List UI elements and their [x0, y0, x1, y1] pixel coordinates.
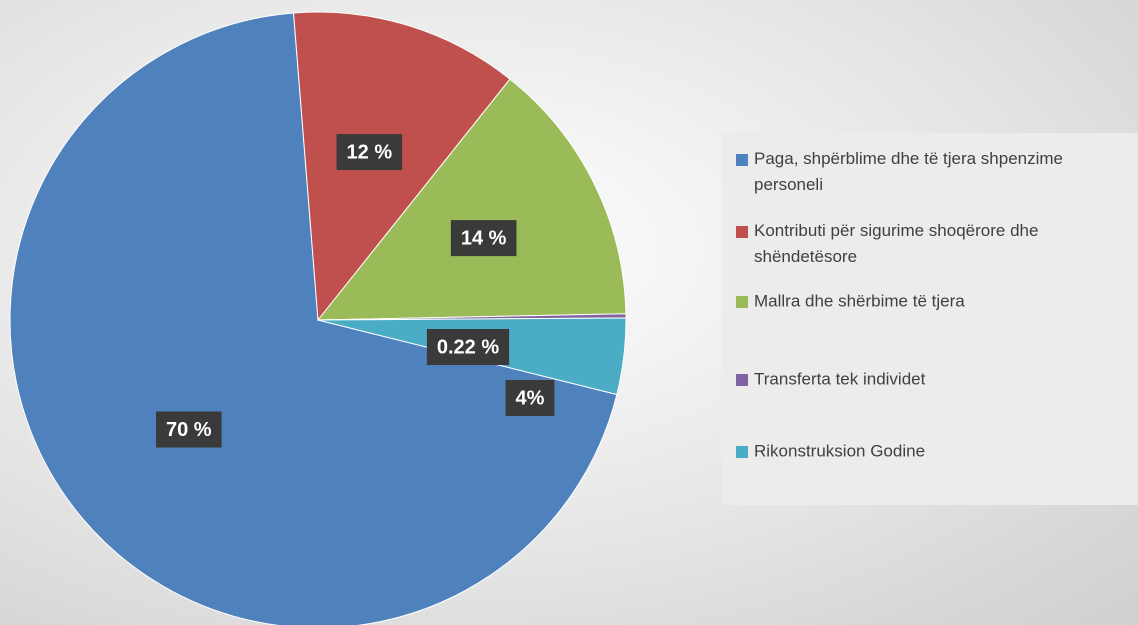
- legend-swatch: [736, 374, 748, 386]
- legend-label: Transferta tek individet: [754, 369, 926, 388]
- data-label: 12 %: [336, 134, 403, 171]
- legend-label: Kontributi për sigurime shoqërore dhe shë…: [754, 221, 1038, 266]
- legend-label: Rikonstruksion Godine: [754, 441, 925, 460]
- data-label-text: 0.22 %: [437, 336, 499, 358]
- data-label-text: 14 %: [461, 227, 507, 249]
- legend-swatch: [736, 446, 748, 458]
- data-label: 0.22 %: [426, 329, 510, 365]
- legend-box: [722, 133, 1138, 505]
- legend-swatch: [736, 296, 748, 308]
- legend-label: Mallra dhe shërbime të tjera: [754, 291, 965, 310]
- data-label-bg: [155, 411, 222, 448]
- data-label: 14 %: [450, 220, 517, 257]
- data-label-bg: [450, 220, 517, 257]
- data-label-bg: [336, 134, 403, 171]
- data-label: 4%: [505, 380, 555, 416]
- legend-swatch: [736, 154, 748, 166]
- pie-slice: [9, 12, 618, 625]
- data-label-bg: [426, 329, 510, 365]
- data-label-text: 4%: [516, 387, 545, 409]
- data-label-bg: [505, 380, 555, 416]
- pie-slice: [316, 78, 627, 321]
- legend-swatch: [736, 226, 748, 238]
- legend-label: Paga, shpërblime dhe të tjera shpenzime p…: [754, 149, 1063, 194]
- data-label-text: 12 %: [347, 141, 393, 163]
- data-label: 70 %: [155, 411, 222, 448]
- data-label-text: 70 %: [166, 419, 212, 441]
